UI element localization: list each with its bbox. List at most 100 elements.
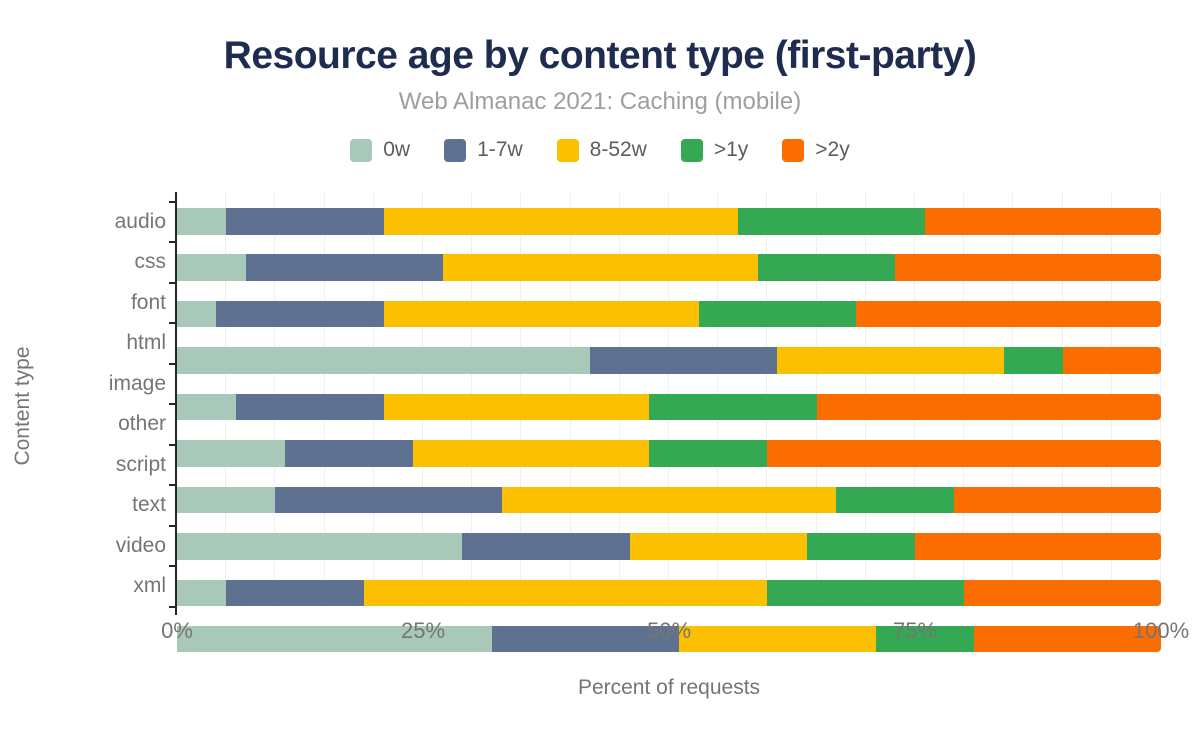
bar-segment-xml->1y[interactable] xyxy=(875,625,975,653)
bar-segment-video-1-7w[interactable] xyxy=(226,579,364,606)
y-axis-tick xyxy=(169,484,176,487)
bar-row-audio xyxy=(177,208,1161,248)
bar-segment-script->1y[interactable] xyxy=(836,486,955,514)
y-axis-tick xyxy=(169,443,176,446)
y-axis-tick xyxy=(169,322,176,325)
bar-row-css xyxy=(177,254,1161,294)
bar-segment-xml-1-7w[interactable] xyxy=(491,625,679,653)
stacked-bar-css xyxy=(177,254,1161,281)
legend: 0w 1-7w 8-52w >1y >2y xyxy=(0,138,1200,162)
bar-segment-css-1-7w[interactable] xyxy=(245,254,443,281)
bar-rows xyxy=(177,202,1161,666)
category-label-css: css xyxy=(134,250,167,274)
y-axis-tick xyxy=(169,403,176,406)
bar-segment-font-1-7w[interactable] xyxy=(216,300,384,328)
y-axis-title: Content type xyxy=(11,346,34,466)
bar-segment-xml-8-52w[interactable] xyxy=(678,625,876,653)
legend-item-1-7w[interactable]: 1-7w xyxy=(444,138,523,162)
legend-label: >1y xyxy=(713,138,749,161)
bar-segment-video-8-52w[interactable] xyxy=(363,579,768,606)
category-label-audio: audio xyxy=(114,210,166,233)
bar-segment-video-0w[interactable] xyxy=(177,579,227,606)
bar-segment-script->2y[interactable] xyxy=(954,486,1161,514)
bar-segment-text->1y[interactable] xyxy=(806,533,915,560)
x-tick-0%: 0% xyxy=(161,618,193,643)
x-tick-100%: 100% xyxy=(1132,618,1190,643)
category-label-video: video xyxy=(115,533,166,557)
bar-segment-css-8-52w[interactable] xyxy=(442,254,758,281)
bar-segment-script-1-7w[interactable] xyxy=(275,486,502,514)
y-axis-line xyxy=(175,192,177,615)
legend-label: 0w xyxy=(383,138,411,161)
legend-item-8-52w[interactable]: 8-52w xyxy=(556,138,647,162)
bar-segment-script-8-52w[interactable] xyxy=(501,486,837,514)
bar-segment-video->1y[interactable] xyxy=(767,579,965,606)
bar-segment-audio->1y[interactable] xyxy=(737,208,925,235)
x-tick-25%: 25% xyxy=(400,618,446,643)
y-axis-tick xyxy=(169,201,176,203)
bar-segment-text-0w[interactable] xyxy=(177,533,463,560)
bar-segment-image-1-7w[interactable] xyxy=(236,393,384,421)
stacked-bar-text xyxy=(177,533,1161,560)
bar-segment-image->2y[interactable] xyxy=(816,393,1161,421)
bar-segment-text->2y[interactable] xyxy=(914,533,1161,560)
bar-segment-html->1y[interactable] xyxy=(1003,347,1063,374)
legend-item-0w[interactable]: 0w xyxy=(350,138,410,162)
category-label-text: text xyxy=(132,493,166,517)
legend-item->2y[interactable]: >2y xyxy=(782,138,850,162)
bar-segment-audio-8-52w[interactable] xyxy=(383,208,738,235)
bar-segment-html-1-7w[interactable] xyxy=(590,347,778,374)
bar-segment-image->1y[interactable] xyxy=(649,393,817,421)
legend-swatch-icon xyxy=(556,138,579,162)
bar-segment-css-0w[interactable] xyxy=(177,254,246,281)
bar-segment-css->1y[interactable] xyxy=(757,254,896,281)
bar-segment-xml->2y[interactable] xyxy=(974,625,1161,653)
bar-segment-text-1-7w[interactable] xyxy=(462,533,630,560)
legend-swatch-icon xyxy=(782,138,805,162)
legend-swatch-icon xyxy=(680,138,703,162)
legend-swatch-icon xyxy=(444,138,467,162)
bar-segment-audio-0w[interactable] xyxy=(177,208,227,235)
bar-segment-xml-0w[interactable] xyxy=(177,625,492,653)
stacked-bar-script xyxy=(177,486,1161,514)
legend-label: 8-52w xyxy=(589,138,647,161)
category-label-font: font xyxy=(130,290,166,314)
bar-segment-other->2y[interactable] xyxy=(767,440,1161,467)
stacked-bar-other xyxy=(177,440,1161,467)
bar-row-html xyxy=(177,347,1161,387)
bar-segment-audio-1-7w[interactable] xyxy=(226,208,384,235)
bar-segment-other->1y[interactable] xyxy=(649,440,768,467)
bar-row-font xyxy=(177,300,1161,341)
legend-swatch-icon xyxy=(350,138,373,162)
bar-segment-audio->2y[interactable] xyxy=(924,208,1161,235)
stacked-bar-image xyxy=(177,393,1161,421)
y-axis-tick xyxy=(169,605,176,608)
bar-segment-script-0w[interactable] xyxy=(177,486,276,514)
bar-segment-video->2y[interactable] xyxy=(964,579,1161,606)
stacked-bar-audio xyxy=(177,208,1161,235)
bar-segment-html->2y[interactable] xyxy=(1062,347,1161,374)
bar-segment-other-8-52w[interactable] xyxy=(413,440,650,467)
stacked-bar-html xyxy=(177,347,1161,374)
bar-segment-image-8-52w[interactable] xyxy=(383,393,650,421)
legend-label: >2y xyxy=(815,138,850,161)
bar-segment-html-0w[interactable] xyxy=(177,347,591,374)
chart-subtitle: Web Almanac 2021: Caching (mobile) xyxy=(398,88,802,115)
bar-segment-text-8-52w[interactable] xyxy=(629,533,807,560)
bar-segment-other-0w[interactable] xyxy=(177,440,286,467)
bar-segment-html-8-52w[interactable] xyxy=(777,347,1004,374)
chart-title: Resource age by content type (first-part… xyxy=(223,34,977,77)
bar-segment-font-8-52w[interactable] xyxy=(383,300,699,328)
bar-segment-css->2y[interactable] xyxy=(895,254,1161,281)
bar-segment-font-0w[interactable] xyxy=(177,300,217,328)
y-axis-tick xyxy=(169,565,176,568)
bar-row-xml xyxy=(177,625,1161,666)
bar-segment-image-0w[interactable] xyxy=(177,393,237,421)
bar-row-other xyxy=(177,440,1161,480)
bar-segment-font->1y[interactable] xyxy=(698,300,856,328)
bar-segment-font->2y[interactable] xyxy=(855,300,1161,328)
legend-item->1y[interactable]: >1y xyxy=(680,138,749,162)
bar-segment-other-1-7w[interactable] xyxy=(285,440,414,467)
y-axis-tick xyxy=(169,241,176,244)
